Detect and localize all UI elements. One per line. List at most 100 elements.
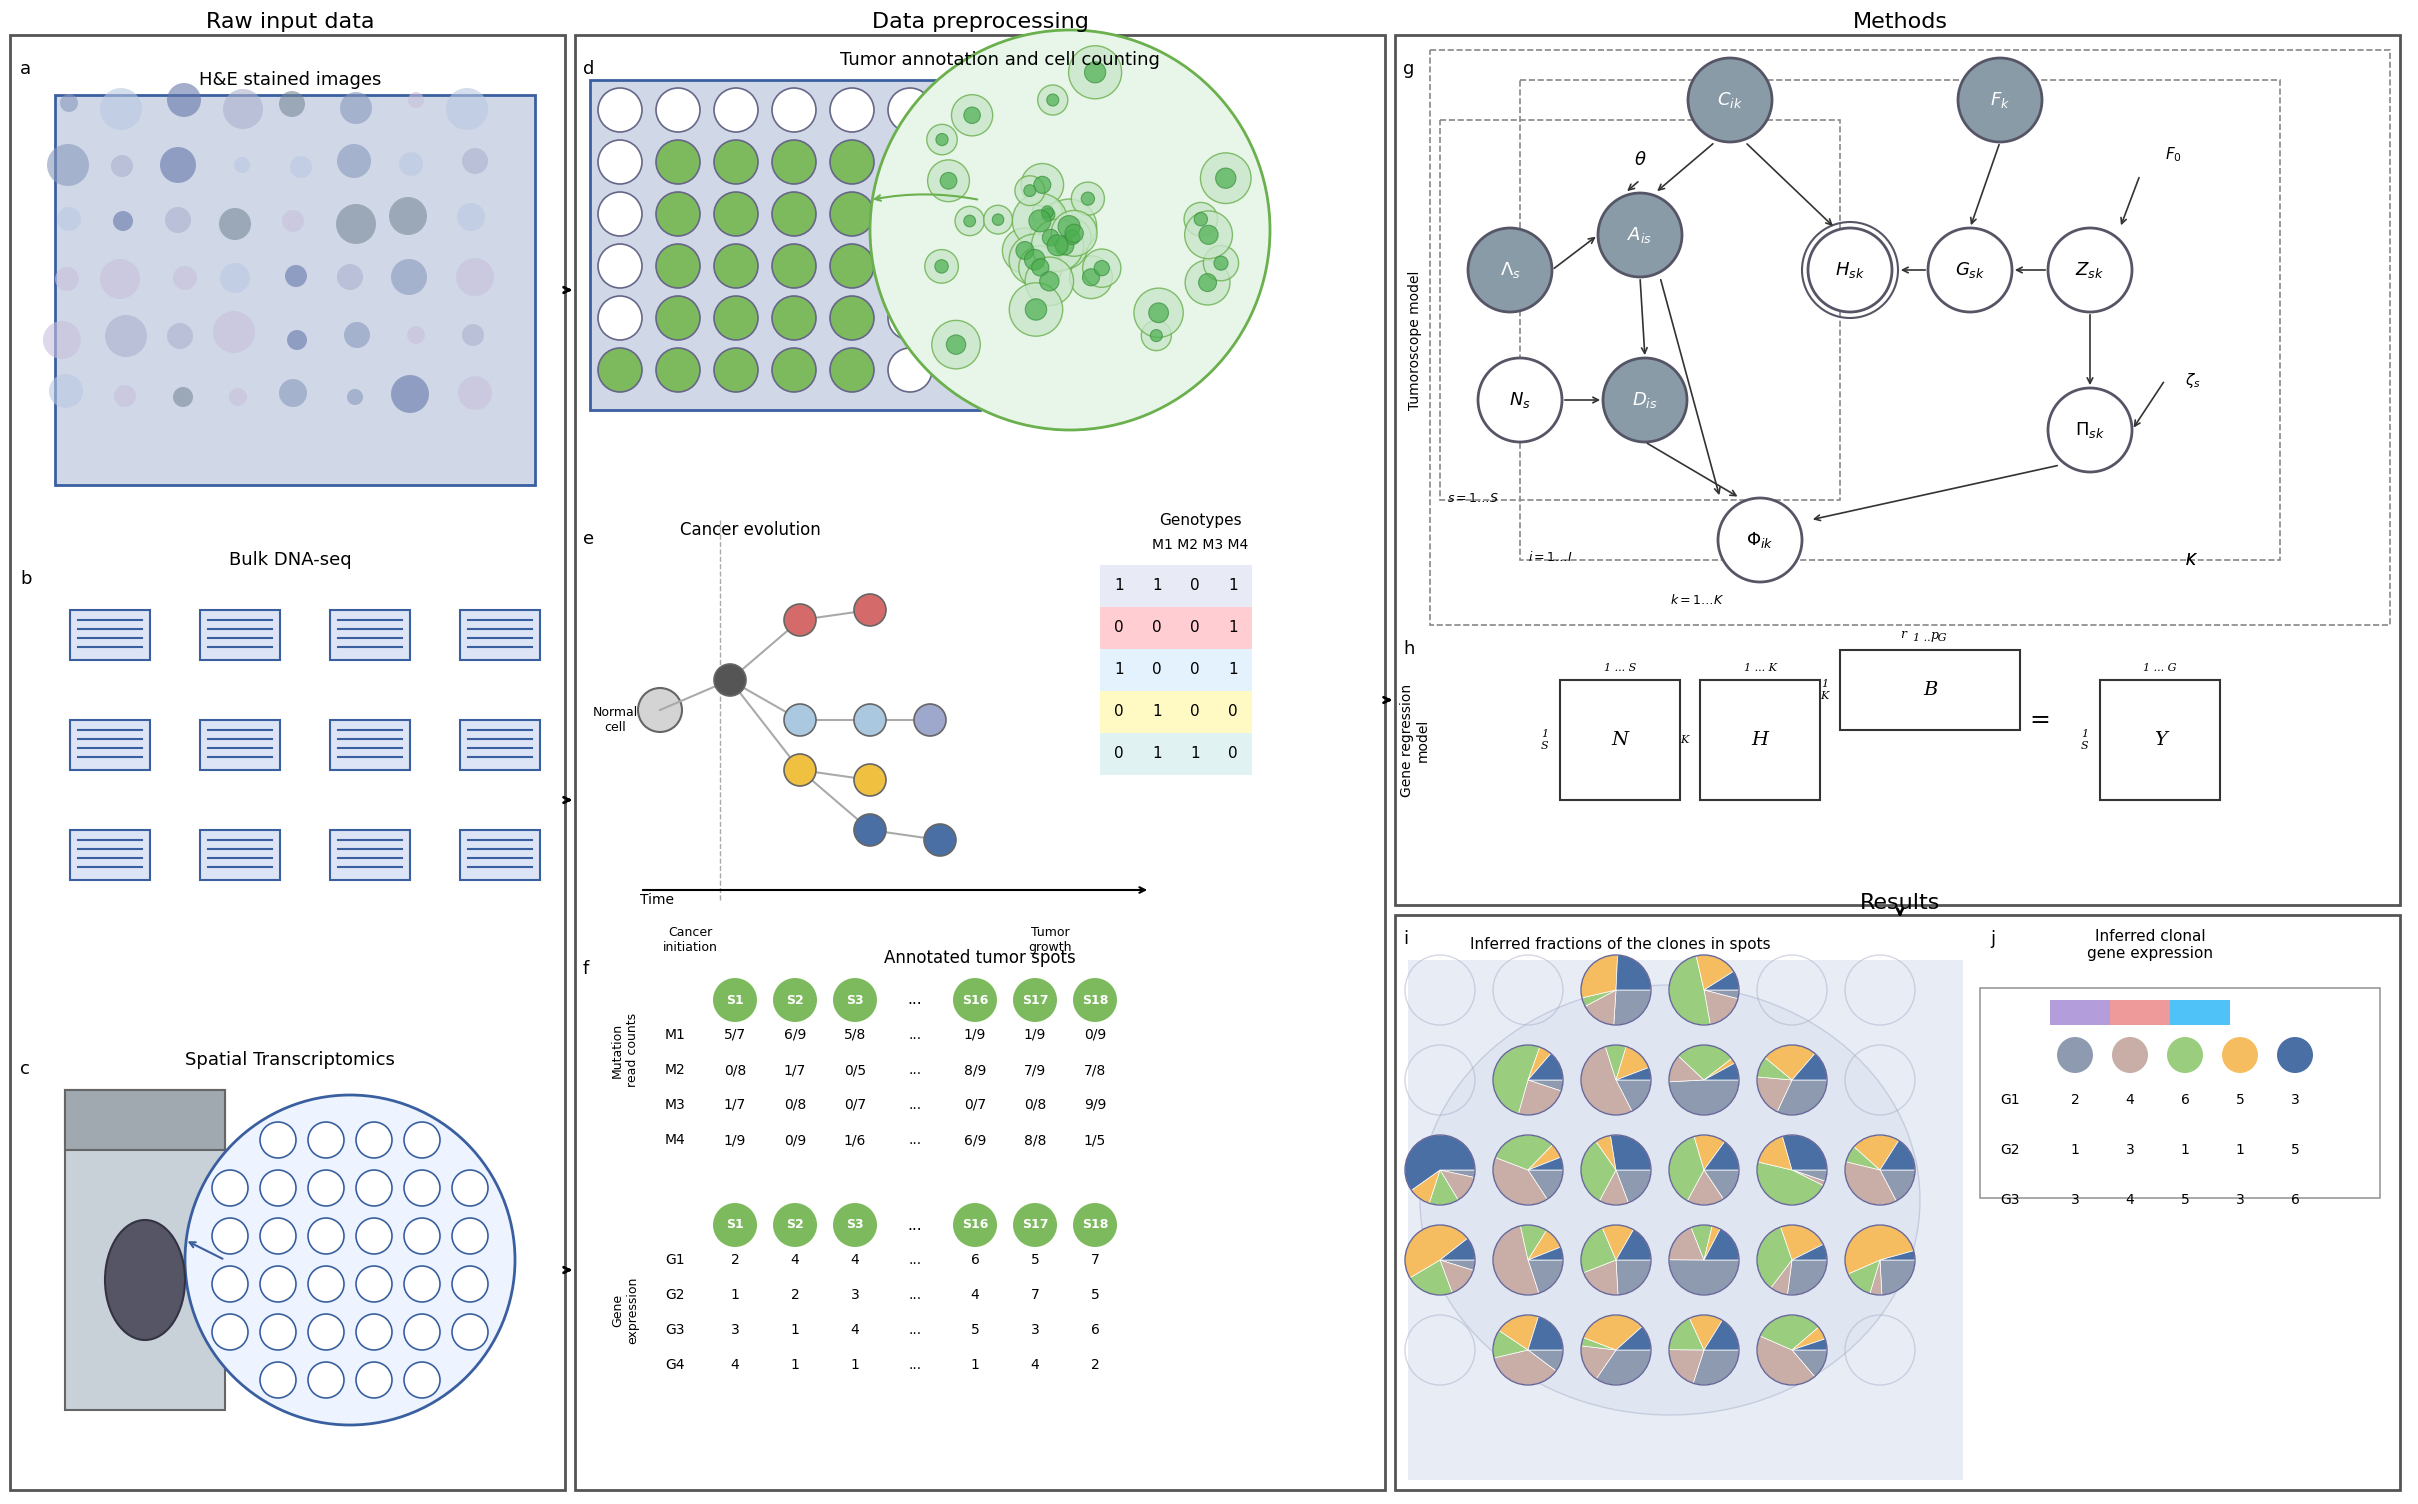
Wedge shape [1770, 1260, 1792, 1295]
Circle shape [116, 209, 135, 229]
Wedge shape [1881, 1260, 1915, 1295]
Circle shape [955, 206, 984, 236]
Circle shape [401, 208, 430, 236]
Wedge shape [1615, 1047, 1649, 1080]
Text: 1 ... G: 1 ... G [1913, 633, 1946, 644]
Circle shape [341, 263, 377, 299]
Circle shape [351, 211, 368, 226]
Text: $K$: $K$ [2186, 552, 2198, 569]
Circle shape [222, 143, 259, 179]
Circle shape [713, 89, 757, 132]
Circle shape [1037, 86, 1069, 116]
Wedge shape [1678, 1045, 1731, 1080]
Text: 1 ... K: 1 ... K [1743, 663, 1777, 672]
Wedge shape [1596, 1351, 1651, 1385]
Text: $K$: $K$ [2186, 552, 2198, 569]
Circle shape [307, 1218, 343, 1254]
Wedge shape [1845, 1224, 1913, 1274]
Circle shape [1032, 197, 1062, 227]
Circle shape [220, 316, 254, 352]
Bar [1100, 690, 1139, 732]
Text: G4: G4 [665, 1358, 684, 1372]
Wedge shape [1668, 1227, 1705, 1260]
Text: 1/7: 1/7 [783, 1063, 805, 1077]
Bar [1560, 680, 1681, 800]
Circle shape [343, 147, 370, 174]
Circle shape [404, 1363, 440, 1399]
Circle shape [953, 978, 996, 1023]
Circle shape [1042, 199, 1098, 254]
Text: G3: G3 [665, 1324, 684, 1337]
Circle shape [965, 107, 979, 123]
Text: 4: 4 [730, 1358, 740, 1372]
Circle shape [774, 978, 817, 1023]
Wedge shape [1492, 1331, 1528, 1358]
Circle shape [771, 89, 815, 132]
Wedge shape [1528, 1047, 1550, 1080]
Wedge shape [1855, 1136, 1898, 1170]
Circle shape [914, 704, 945, 735]
Circle shape [220, 259, 259, 299]
Text: g: g [1402, 60, 1415, 78]
Bar [1139, 650, 1175, 690]
Circle shape [771, 347, 815, 393]
Text: Tumor annotation and cell counting: Tumor annotation and cell counting [839, 51, 1161, 69]
Wedge shape [1492, 1158, 1548, 1205]
Text: $\Pi_{sk}$: $\Pi_{sk}$ [2075, 420, 2106, 441]
Bar [70, 720, 150, 770]
Bar [1100, 566, 1139, 608]
Wedge shape [1705, 1229, 1739, 1260]
Circle shape [397, 320, 421, 344]
Wedge shape [1429, 1170, 1458, 1205]
Circle shape [2167, 1036, 2203, 1072]
Bar [1980, 988, 2379, 1199]
Bar [329, 611, 411, 660]
Text: =: = [2029, 708, 2050, 732]
Text: 1: 1 [1153, 746, 1161, 761]
Wedge shape [1758, 1336, 1814, 1385]
Text: S17: S17 [1023, 994, 1049, 1006]
Circle shape [1020, 164, 1064, 206]
Circle shape [829, 193, 873, 236]
Text: 0: 0 [1190, 662, 1199, 677]
Circle shape [638, 687, 682, 732]
Bar [2099, 680, 2220, 800]
Circle shape [1030, 211, 1052, 232]
Bar [1175, 650, 1214, 690]
Circle shape [46, 206, 80, 241]
Wedge shape [1705, 972, 1739, 990]
Text: 2: 2 [730, 1253, 740, 1266]
Circle shape [945, 335, 965, 355]
Text: ...: ... [909, 1029, 921, 1042]
Circle shape [452, 1218, 488, 1254]
Circle shape [404, 1170, 440, 1206]
Text: 5: 5 [2290, 1143, 2300, 1157]
Circle shape [854, 594, 885, 626]
Circle shape [355, 1218, 392, 1254]
Bar [590, 80, 979, 411]
Text: $s=1\ldots S$: $s=1\ldots S$ [1446, 492, 1499, 504]
Circle shape [1688, 59, 1772, 141]
Text: $A_{is}$: $A_{is}$ [1627, 226, 1651, 245]
Text: S3: S3 [846, 1218, 863, 1232]
Text: H&E stained images: H&E stained images [198, 71, 382, 89]
Circle shape [854, 704, 885, 735]
Circle shape [355, 1170, 392, 1206]
Wedge shape [1405, 1136, 1475, 1190]
Wedge shape [1615, 955, 1651, 990]
Circle shape [1066, 230, 1081, 245]
Text: 0: 0 [1228, 746, 1238, 761]
Circle shape [1185, 203, 1219, 236]
Bar [329, 720, 411, 770]
Circle shape [1086, 62, 1105, 83]
Text: 1: 1 [1153, 579, 1161, 594]
Wedge shape [1792, 1339, 1828, 1351]
Text: 5: 5 [2237, 1093, 2244, 1107]
Text: 1: 1 [2070, 1143, 2079, 1157]
Wedge shape [1792, 1053, 1828, 1080]
Bar [1175, 608, 1214, 650]
Circle shape [307, 1122, 343, 1158]
Text: 3: 3 [1030, 1324, 1040, 1337]
Circle shape [1013, 1203, 1057, 1247]
Text: S2: S2 [786, 994, 803, 1006]
